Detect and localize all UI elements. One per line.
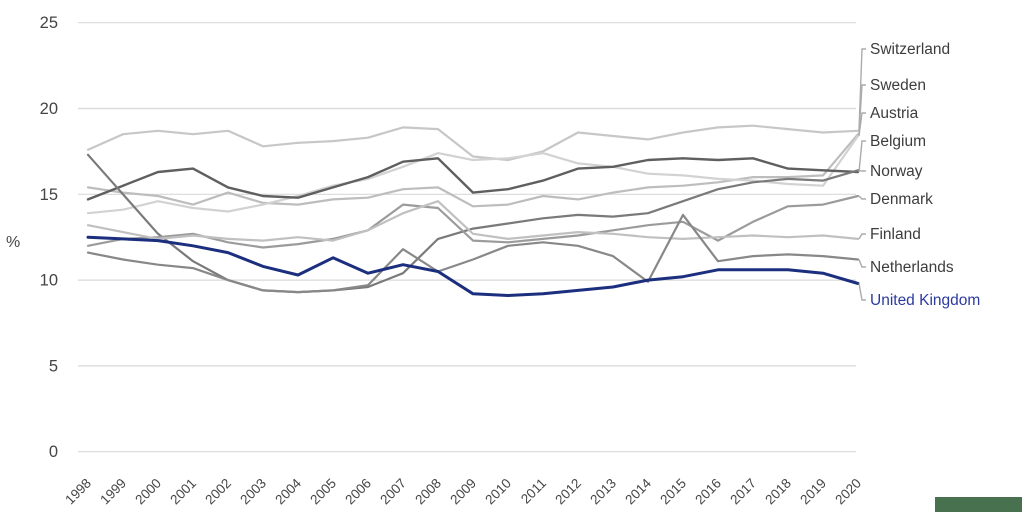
gridlines xyxy=(78,22,856,453)
x-tick-label: 2008 xyxy=(412,476,444,508)
legend-connector xyxy=(858,140,866,173)
legend-label-switzerland: Switzerland xyxy=(870,41,950,58)
corner-color-block xyxy=(935,497,1022,512)
y-tick-label: 20 xyxy=(40,100,58,118)
legend-label-norway: Norway xyxy=(870,163,923,180)
y-tick-label: 0 xyxy=(49,443,58,461)
legend-label-sweden: Sweden xyxy=(870,77,926,94)
x-tick-label: 2006 xyxy=(342,476,374,508)
series-line-sweden xyxy=(86,133,860,208)
x-tick-label: 2004 xyxy=(272,475,304,507)
x-tick-label: 2011 xyxy=(518,476,549,507)
legend-connector xyxy=(858,195,866,200)
legend-connector xyxy=(858,169,866,172)
y-tick-label: 15 xyxy=(40,186,58,204)
x-tick-label: 2017 xyxy=(727,476,759,508)
x-tick-label: 2002 xyxy=(202,476,234,508)
x-tick-label: 2007 xyxy=(377,476,409,508)
x-tick-label: 2020 xyxy=(832,476,864,508)
y-axis-tick-labels: 0 5 10 15 20 25 xyxy=(40,14,58,461)
legend-label-netherlands: Netherlands xyxy=(870,259,954,276)
series-lines xyxy=(86,124,860,297)
x-tick-label: 2019 xyxy=(797,476,829,508)
y-axis-unit-label: % xyxy=(6,234,20,251)
legend-connector xyxy=(858,259,866,268)
x-tick-label: 2009 xyxy=(447,476,479,508)
series-line-netherlands xyxy=(86,213,860,294)
legend-connector xyxy=(858,84,866,135)
x-tick-label: 2018 xyxy=(762,476,794,508)
legend-connector xyxy=(858,283,866,301)
x-tick-label: 2000 xyxy=(132,476,164,508)
y-tick-label: 10 xyxy=(40,272,58,290)
x-tick-label: 2010 xyxy=(482,476,514,508)
legend-label-austria: Austria xyxy=(870,105,919,122)
series-line-switzerland xyxy=(86,124,860,162)
legend-label-united-kingdom: United Kingdom xyxy=(870,292,980,309)
x-tick-label: 2005 xyxy=(307,476,339,508)
y-tick-label: 5 xyxy=(49,357,58,375)
x-axis-tick-labels: 1998 1999 2000 2001 2002 2003 2004 2005 2006 2007… xyxy=(62,475,864,507)
legend-connector xyxy=(858,48,866,131)
legend-labels: Switzerland Sweden Austria Belgium Norway Den… xyxy=(858,41,980,309)
series-line-united-kingdom xyxy=(86,235,860,297)
legend-label-finland: Finland xyxy=(870,226,921,243)
x-tick-label: 2003 xyxy=(237,476,269,508)
x-tick-label: 1999 xyxy=(97,476,129,508)
series-line-finland xyxy=(86,200,860,242)
x-tick-label: 1998 xyxy=(62,476,94,508)
x-tick-label: 2015 xyxy=(657,476,689,508)
x-tick-label: 2001 xyxy=(167,476,199,508)
legend-connector xyxy=(858,112,866,137)
y-tick-label: 25 xyxy=(40,14,58,32)
series-line-norway xyxy=(86,153,860,294)
legend-label-denmark: Denmark xyxy=(870,191,933,208)
series-line-belgium xyxy=(86,157,860,201)
x-tick-label: 2014 xyxy=(622,475,654,507)
legend-connector xyxy=(858,233,866,240)
legend-label-belgium: Belgium xyxy=(870,133,926,150)
series-line-austria xyxy=(86,134,860,215)
x-tick-label: 2012 xyxy=(552,476,584,508)
series-line-denmark xyxy=(86,194,860,249)
x-tick-label: 2013 xyxy=(587,476,619,508)
x-tick-label: 2016 xyxy=(692,476,724,508)
